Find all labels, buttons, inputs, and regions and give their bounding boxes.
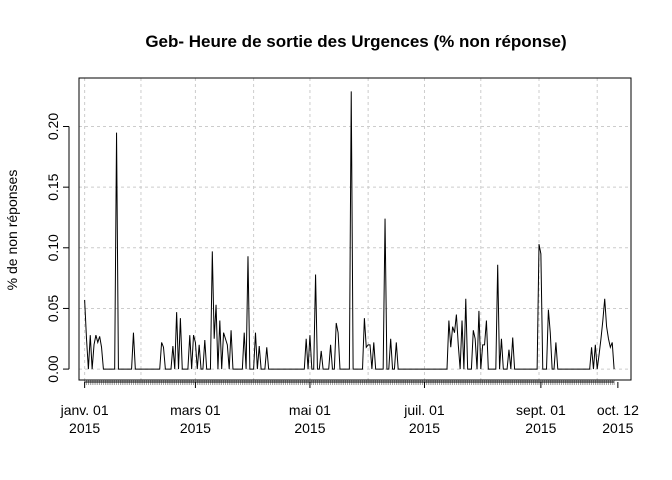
y-tick-label: 0.15 — [45, 173, 61, 200]
x-tick-label: sept. 01 — [516, 402, 566, 418]
x-tick-label: 2015 — [602, 420, 633, 436]
y-axis: 0.00 0.05 0.10 0.15 0.20 — [45, 113, 70, 383]
grid-lines — [79, 78, 631, 380]
x-axis: janv. 01 2015 mars 01 2015 mai 01 2015 juil. 0… — [60, 381, 639, 436]
x-tick-label: 2015 — [294, 420, 325, 436]
x-tick-label: 2015 — [409, 420, 440, 436]
x-tick-label: oct. 12 — [597, 402, 639, 418]
y-tick-label: 0.10 — [45, 234, 61, 261]
y-axis-label: % de non réponses — [4, 170, 20, 291]
series-line — [84, 91, 615, 370]
x-tick-label: 2015 — [180, 420, 211, 436]
y-tick-label: 0.20 — [45, 113, 61, 140]
plot-frame — [78, 77, 632, 381]
chart-title: Geb- Heure de sortie des Urgences (% non… — [145, 32, 566, 51]
x-tick-label: juil. 01 — [403, 402, 445, 418]
x-tick-label: mai 01 — [289, 402, 331, 418]
x-tick-label: 2015 — [69, 420, 100, 436]
y-tick-label: 0.00 — [45, 355, 61, 382]
y-tick-label: 0.05 — [45, 295, 61, 322]
x-tick-label: 2015 — [525, 420, 556, 436]
x-tick-label: mars 01 — [170, 402, 221, 418]
data-series — [84, 91, 615, 370]
x-tick-label: janv. 01 — [60, 402, 109, 418]
